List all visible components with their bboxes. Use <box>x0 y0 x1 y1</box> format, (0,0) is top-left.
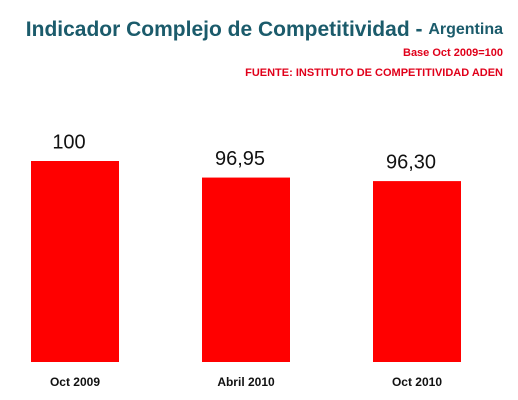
bar <box>31 161 119 362</box>
x-tick-label: Abril 2010 <box>217 375 275 389</box>
note: Base Oct 2009=100 <box>403 47 503 59</box>
bar <box>373 181 461 362</box>
note: FUENTE: INSTITUTO DE COMPETITIVIDAD ADEN <box>245 67 503 79</box>
x-tick-label: Oct 2009 <box>50 375 100 389</box>
bar <box>202 177 290 362</box>
value-label: 100 <box>52 131 85 153</box>
value-label: 96,30 <box>386 151 436 173</box>
chart-title: Indicador Complejo de Competitividad - A… <box>26 18 503 41</box>
title-country: Argentina <box>428 21 503 38</box>
title-main: Indicador Complejo de Competitividad - <box>26 18 423 41</box>
x-tick-label: Oct 2010 <box>392 375 442 389</box>
value-label: 96,95 <box>215 148 265 170</box>
